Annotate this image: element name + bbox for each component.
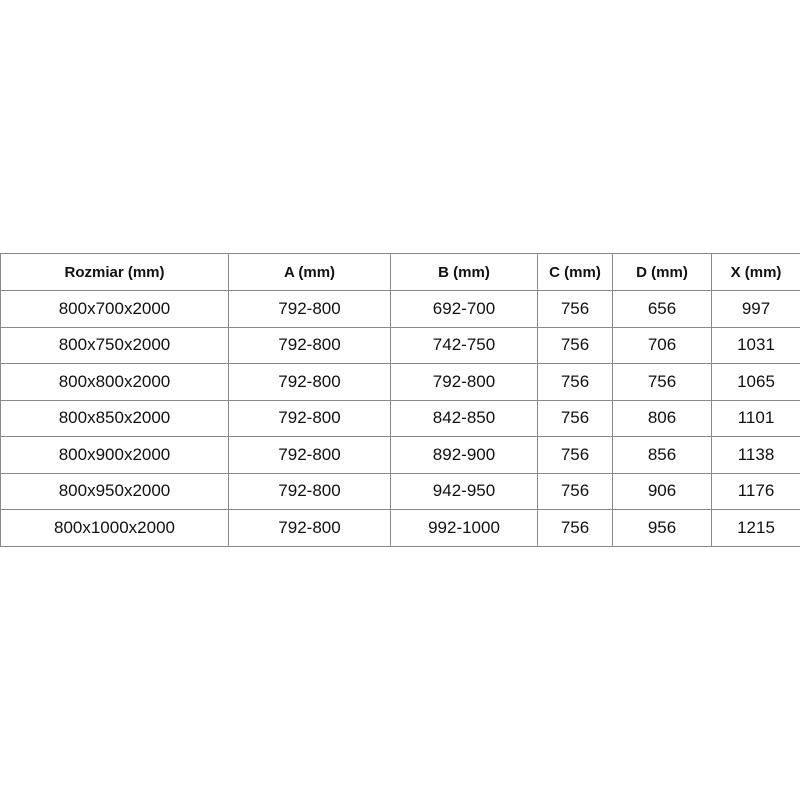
table-cell: 800x1000x2000: [0, 509, 229, 547]
table-cell: 856: [612, 436, 712, 474]
table-cell: 656: [612, 290, 712, 328]
table-cell: 800x850x2000: [0, 399, 229, 437]
table-row: 800x700x2000 792-800 692-700 756 656 997: [0, 290, 800, 328]
table-cell: 792-800: [390, 363, 538, 401]
table-cell: 800x900x2000: [0, 436, 229, 474]
table-row: 800x750x2000 792-800 742-750 756 706 1031: [0, 326, 800, 364]
table-cell: 756: [537, 363, 613, 401]
table-row: 800x950x2000 792-800 942-950 756 906 1176: [0, 472, 800, 510]
table-cell: 792-800: [228, 363, 391, 401]
table-cell: 1031: [711, 326, 800, 364]
column-header: C (mm): [537, 253, 613, 291]
column-header: B (mm): [390, 253, 538, 291]
table-row: 800x1000x2000 792-800 992-1000 756 956 1215: [0, 509, 800, 547]
table-cell: 800x750x2000: [0, 326, 229, 364]
table-cell: 756: [537, 509, 613, 547]
header-row: Rozmiar (mm) A (mm) B (mm) C (mm) D (mm) X (m…: [0, 253, 800, 291]
table-cell: 942-950: [390, 472, 538, 510]
table-cell: 742-750: [390, 326, 538, 364]
table-cell: 1065: [711, 363, 800, 401]
table-cell: 706: [612, 326, 712, 364]
table-cell: 992-1000: [390, 509, 538, 547]
table-cell: 800x700x2000: [0, 290, 229, 328]
table-row: 800x850x2000 792-800 842-850 756 806 1101: [0, 399, 800, 437]
table-cell: 756: [537, 472, 613, 510]
table-row: 800x900x2000 792-800 892-900 756 856 1138: [0, 436, 800, 474]
column-header: X (mm): [711, 253, 800, 291]
table-cell: 956: [612, 509, 712, 547]
table-cell: 756: [612, 363, 712, 401]
table-cell: 792-800: [228, 472, 391, 510]
table-cell: 800x950x2000: [0, 472, 229, 510]
table-cell: 892-900: [390, 436, 538, 474]
table-cell: 792-800: [228, 326, 391, 364]
table-cell: 806: [612, 399, 712, 437]
table-cell: 1138: [711, 436, 800, 474]
table-cell: 800x800x2000: [0, 363, 229, 401]
table-cell: 1101: [711, 399, 800, 437]
table-cell: 997: [711, 290, 800, 328]
table-cell: 756: [537, 326, 613, 364]
table-cell: 1215: [711, 509, 800, 547]
table-cell: 842-850: [390, 399, 538, 437]
table-cell: 792-800: [228, 436, 391, 474]
column-header: Rozmiar (mm): [0, 253, 229, 291]
table-cell: 756: [537, 399, 613, 437]
table-cell: 792-800: [228, 509, 391, 547]
column-header: D (mm): [612, 253, 712, 291]
table-cell: 792-800: [228, 399, 391, 437]
table-cell: 1176: [711, 472, 800, 510]
table-cell: 756: [537, 436, 613, 474]
table-cell: 692-700: [390, 290, 538, 328]
column-header: A (mm): [228, 253, 391, 291]
table-cell: 756: [537, 290, 613, 328]
dimensions-table: Rozmiar (mm) A (mm) B (mm) C (mm) D (mm) X (m…: [0, 253, 800, 547]
table-cell: 906: [612, 472, 712, 510]
table-row: 800x800x2000 792-800 792-800 756 756 1065: [0, 363, 800, 401]
table-cell: 792-800: [228, 290, 391, 328]
